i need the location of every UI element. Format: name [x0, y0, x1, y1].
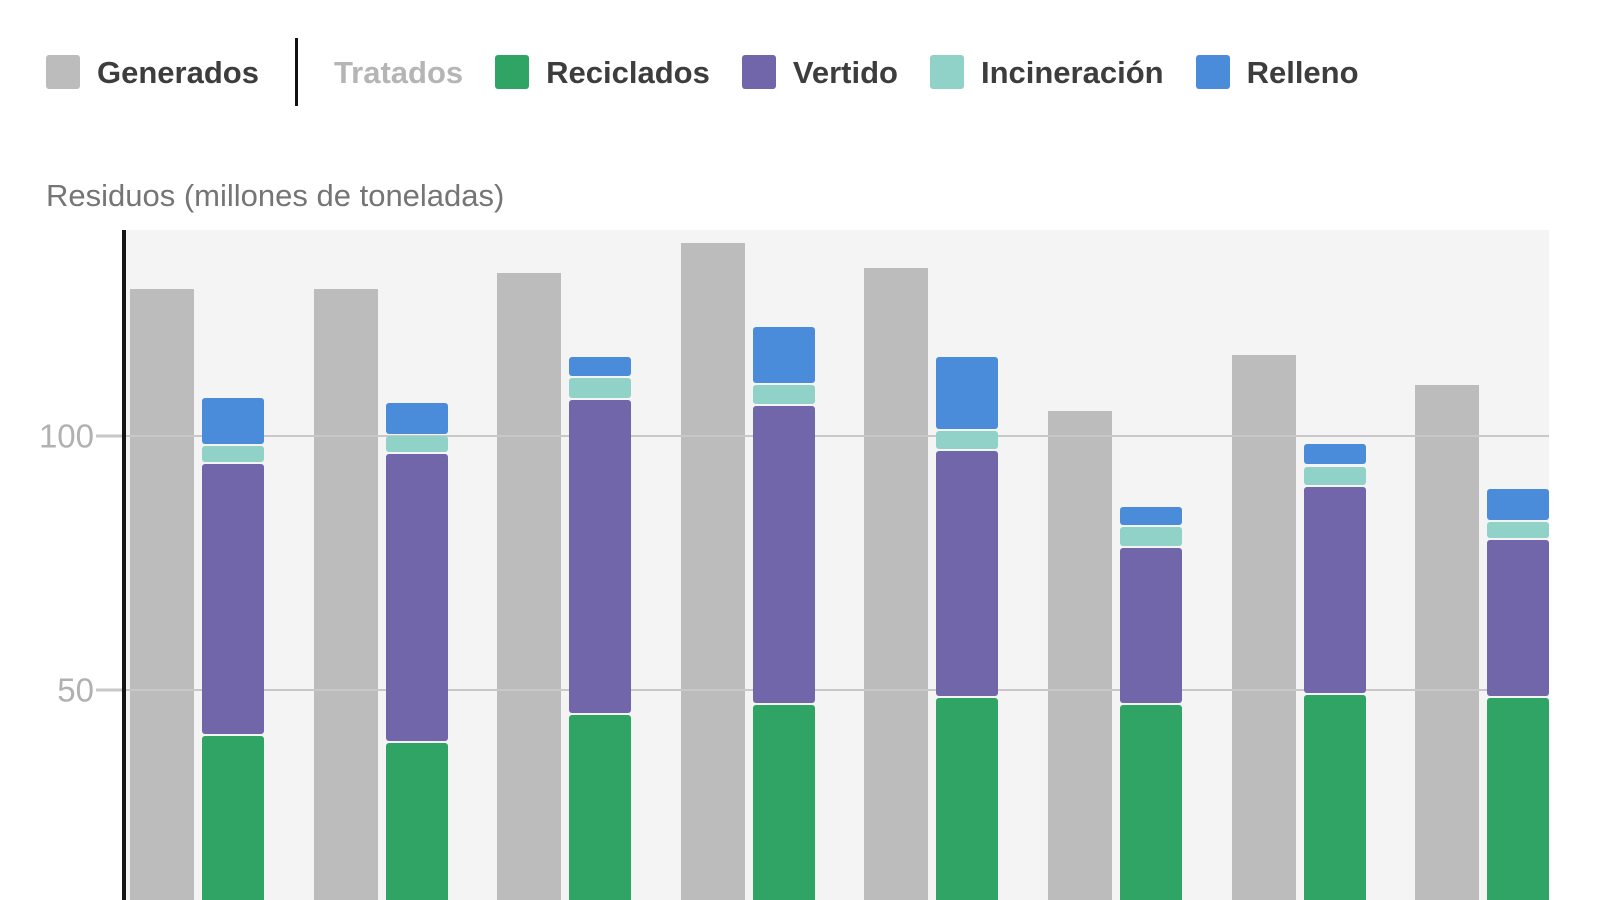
legend-item-vertido[interactable]: Vertido — [741, 54, 898, 90]
bar-vertido-group-5[interactable] — [936, 451, 999, 696]
y-tick-50 — [96, 688, 122, 692]
bar-reciclados-group-8[interactable] — [1487, 697, 1550, 900]
bar-incineracion-group-6[interactable] — [1120, 527, 1182, 546]
bar-vertido-group-3[interactable] — [569, 400, 632, 714]
bar-generados-group-1[interactable] — [130, 288, 194, 900]
bar-reciclados-group-5[interactable] — [936, 697, 999, 900]
legend: Generados Tratados Reciclados Vertido Incine… — [46, 38, 1359, 106]
bar-relleno-group-2[interactable] — [385, 402, 448, 434]
legend-item-reciclados[interactable]: Reciclados — [495, 55, 710, 89]
legend-swatch-generados — [46, 55, 80, 89]
legend-label-relleno: Relleno — [1246, 54, 1359, 90]
legend-swatch-relleno — [1195, 55, 1230, 89]
chart-title: Residuos (millones de toneladas) — [46, 178, 505, 213]
legend-item-relleno[interactable]: Relleno — [1195, 54, 1359, 90]
bar-relleno-group-3[interactable] — [569, 357, 632, 376]
bar-incineracion-group-1[interactable] — [202, 446, 264, 462]
bar-generados-group-2[interactable] — [313, 288, 378, 900]
bar-generados-group-4[interactable] — [680, 242, 745, 900]
bar-generados-group-3[interactable] — [497, 273, 562, 900]
gridline-50 — [126, 689, 1549, 691]
bar-generados-group-6[interactable] — [1048, 410, 1112, 900]
bar-relleno-group-5[interactable] — [936, 357, 999, 429]
legend-divider — [294, 38, 298, 106]
bar-relleno-group-4[interactable] — [752, 326, 815, 384]
bar-relleno-group-1[interactable] — [202, 397, 264, 445]
legend-item-generados[interactable]: Generados — [46, 55, 259, 89]
legend-label-generados: Generados — [97, 54, 259, 90]
bar-reciclados-group-1[interactable] — [202, 735, 264, 900]
bar-incineracion-group-7[interactable] — [1303, 466, 1366, 485]
bar-reciclados-group-7[interactable] — [1303, 695, 1366, 900]
bar-vertido-group-4[interactable] — [752, 405, 815, 704]
bar-vertido-group-8[interactable] — [1487, 540, 1550, 696]
bar-vertido-group-6[interactable] — [1120, 547, 1182, 704]
bar-generados-group-7[interactable] — [1231, 354, 1296, 900]
gridline-100 — [126, 435, 1549, 437]
legend-label-incineracion: Incineración — [980, 54, 1164, 90]
legend-swatch-vertido — [741, 55, 776, 89]
legend-swatch-incineracion — [929, 55, 964, 89]
y-axis-line — [122, 230, 126, 900]
y-tick-label-50: 50 — [57, 671, 94, 709]
legend-label-vertido: Vertido — [792, 54, 898, 90]
bar-incineracion-group-4[interactable] — [752, 385, 815, 404]
bar-generados-group-5[interactable] — [864, 268, 929, 900]
bar-reciclados-group-6[interactable] — [1120, 705, 1182, 900]
bar-vertido-group-1[interactable] — [202, 463, 264, 734]
bar-reciclados-group-2[interactable] — [385, 743, 448, 900]
bar-relleno-group-8[interactable] — [1487, 489, 1550, 521]
bar-relleno-group-6[interactable] — [1120, 507, 1182, 526]
bar-reciclados-group-4[interactable] — [752, 705, 815, 900]
bar-reciclados-group-3[interactable] — [569, 715, 632, 900]
bar-vertido-group-7[interactable] — [1303, 486, 1366, 694]
bar-generados-group-8[interactable] — [1415, 385, 1480, 900]
bar-incineracion-group-5[interactable] — [936, 430, 999, 450]
bar-vertido-group-2[interactable] — [385, 453, 448, 742]
bar-incineracion-group-8[interactable] — [1487, 522, 1550, 539]
legend-item-tratados[interactable]: Tratados — [334, 57, 463, 88]
legend-label-tratados: Tratados — [333, 54, 464, 90]
legend-label-reciclados: Reciclados — [546, 54, 710, 90]
y-tick-label-100: 100 — [38, 417, 94, 455]
bar-incineracion-group-2[interactable] — [385, 436, 448, 452]
legend-item-incineracion[interactable]: Incineración — [929, 54, 1164, 90]
bar-relleno-group-7[interactable] — [1303, 443, 1366, 465]
legend-swatch-reciclados — [495, 55, 530, 89]
plot-area: 50 100 — [39, 230, 1550, 900]
y-tick-100 — [96, 434, 122, 438]
bar-incineracion-group-3[interactable] — [569, 377, 632, 399]
